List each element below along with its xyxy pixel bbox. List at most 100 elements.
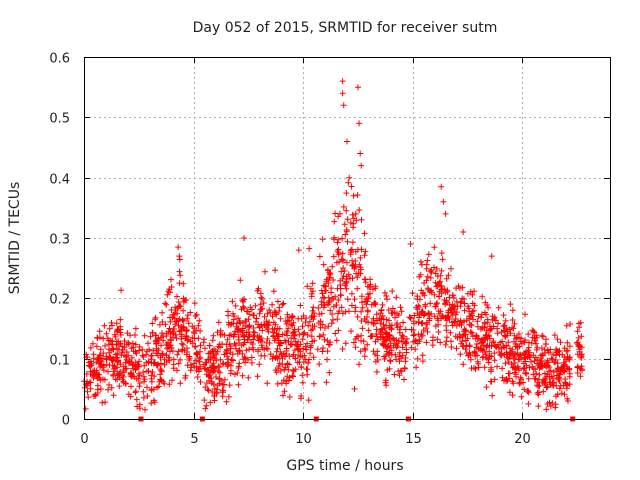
data-point bbox=[150, 347, 157, 354]
data-point bbox=[220, 360, 227, 367]
data-point bbox=[178, 333, 185, 340]
data-point bbox=[564, 347, 571, 354]
data-point bbox=[270, 329, 277, 336]
data-point bbox=[356, 261, 363, 268]
data-point bbox=[216, 364, 223, 371]
data-point bbox=[354, 313, 361, 320]
data-point bbox=[409, 290, 416, 297]
data-point bbox=[566, 343, 573, 350]
data-point bbox=[429, 342, 436, 349]
data-point bbox=[344, 216, 351, 223]
data-point bbox=[94, 386, 101, 393]
data-point bbox=[452, 315, 459, 322]
data-point bbox=[431, 291, 438, 298]
data-point bbox=[132, 325, 139, 332]
data-point bbox=[233, 345, 239, 352]
data-point bbox=[283, 380, 290, 387]
data-point bbox=[419, 358, 426, 365]
data-point bbox=[101, 322, 108, 329]
y-tick-label: 0.4 bbox=[49, 173, 70, 188]
data-point bbox=[337, 292, 344, 299]
data-point bbox=[387, 357, 393, 364]
data-point bbox=[361, 252, 368, 259]
data-point bbox=[460, 229, 467, 235]
data-point bbox=[299, 323, 306, 330]
data-point bbox=[557, 371, 563, 378]
data-point bbox=[511, 338, 517, 345]
data-point bbox=[521, 365, 528, 371]
data-point bbox=[463, 342, 470, 349]
data-point bbox=[304, 332, 311, 338]
data-point bbox=[442, 210, 449, 217]
data-point bbox=[495, 304, 502, 311]
data-point bbox=[174, 367, 180, 374]
data-point bbox=[357, 348, 364, 355]
data-point bbox=[509, 378, 516, 385]
data-point bbox=[563, 363, 570, 370]
data-point bbox=[348, 302, 355, 309]
data-point bbox=[304, 283, 311, 290]
data-point bbox=[163, 359, 170, 366]
data-point bbox=[145, 340, 151, 347]
data-point bbox=[460, 328, 467, 335]
data-point bbox=[533, 340, 540, 347]
data-point bbox=[543, 406, 550, 413]
data-point bbox=[448, 265, 454, 272]
data-point bbox=[437, 339, 444, 346]
data-point bbox=[289, 322, 296, 329]
data-point bbox=[474, 341, 480, 347]
data-point bbox=[166, 348, 173, 355]
data-point bbox=[318, 287, 325, 294]
data-point bbox=[176, 268, 183, 275]
data-point bbox=[381, 336, 387, 343]
data-point bbox=[109, 362, 116, 369]
data-point bbox=[235, 315, 242, 322]
data-point bbox=[415, 319, 422, 326]
data-point bbox=[352, 304, 359, 311]
data-point bbox=[128, 373, 135, 380]
data-point bbox=[210, 332, 217, 339]
data-point bbox=[518, 393, 525, 400]
data-point bbox=[149, 329, 156, 336]
data-point bbox=[559, 351, 566, 358]
data-point bbox=[325, 280, 332, 286]
data-point bbox=[252, 302, 259, 309]
data-point bbox=[417, 258, 424, 265]
data-point bbox=[291, 347, 298, 354]
data-point bbox=[547, 367, 554, 374]
data-point bbox=[229, 357, 236, 364]
data-point bbox=[334, 316, 341, 323]
data-point bbox=[243, 308, 250, 315]
data-point bbox=[232, 302, 239, 309]
data-point bbox=[426, 310, 433, 317]
data-point bbox=[217, 356, 224, 363]
data-point bbox=[276, 360, 283, 367]
data-point bbox=[352, 210, 359, 217]
data-point bbox=[237, 277, 244, 284]
data-point bbox=[171, 310, 178, 316]
data-point bbox=[512, 343, 519, 350]
data-point bbox=[465, 303, 471, 310]
data-point bbox=[197, 379, 204, 385]
data-point bbox=[125, 339, 132, 346]
data-point bbox=[153, 350, 160, 357]
data-point bbox=[207, 372, 214, 378]
data-point bbox=[485, 332, 492, 339]
data-point bbox=[352, 248, 359, 255]
data-point bbox=[350, 220, 357, 227]
data-point bbox=[471, 288, 478, 295]
data-point bbox=[483, 327, 490, 334]
data-point bbox=[297, 302, 304, 309]
data-point bbox=[474, 318, 481, 325]
data-point bbox=[140, 369, 147, 376]
data-point bbox=[209, 337, 216, 344]
data-point bbox=[509, 307, 516, 314]
data-point bbox=[403, 346, 410, 353]
data-point bbox=[87, 385, 94, 392]
data-point bbox=[321, 302, 328, 309]
data-point bbox=[485, 304, 492, 311]
data-point bbox=[87, 362, 94, 369]
data-point bbox=[170, 361, 177, 368]
data-point bbox=[509, 317, 516, 323]
data-point bbox=[467, 321, 474, 328]
